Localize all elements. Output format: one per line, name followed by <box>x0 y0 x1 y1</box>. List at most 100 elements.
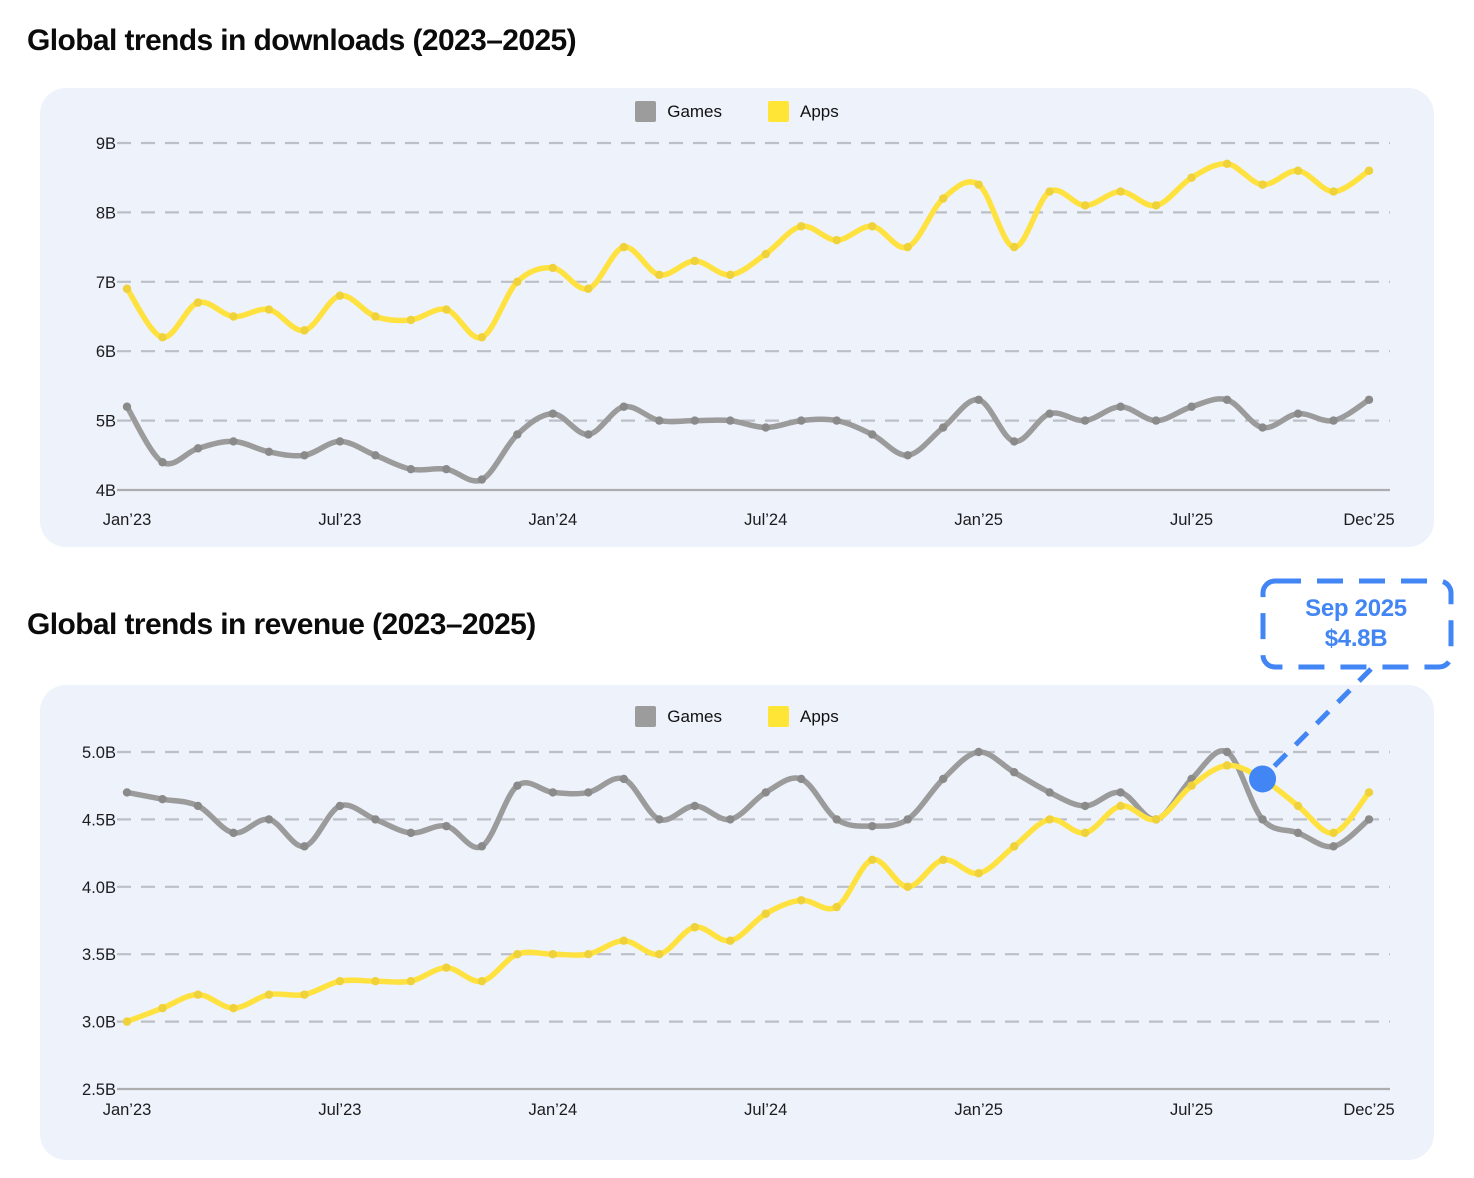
games-data-point <box>619 774 628 784</box>
apps-data-point <box>1293 166 1303 175</box>
apps-data-point <box>1258 774 1267 784</box>
downloads-chart-panel: 9B 8B 7B 6B 5B 4B Jan’23 Jul’23 Jan’24 Jul’24 Jan’… <box>40 88 1434 547</box>
apps-data-point <box>938 194 948 203</box>
games-data-point <box>726 815 735 824</box>
apps-data-point <box>513 950 522 959</box>
apps-data-point <box>122 1017 132 1026</box>
apps-data-point <box>1329 187 1338 196</box>
apps-data-point <box>1258 180 1267 189</box>
games-data-point <box>1116 788 1125 797</box>
annotation-month-label: Sep 2025 <box>1305 595 1407 622</box>
apps-data-point <box>974 869 983 878</box>
games-data-point <box>300 451 309 460</box>
games-data-point <box>548 409 558 418</box>
games-data-point <box>1080 801 1090 811</box>
games-data-point <box>1258 815 1267 824</box>
apps-data-point <box>726 270 735 280</box>
games-data-point <box>264 447 274 457</box>
apps-data-point <box>797 222 806 231</box>
games-data-point <box>1258 423 1267 432</box>
games-line <box>124 396 1372 484</box>
apps-data-point <box>1045 187 1054 196</box>
y-axis-tick-label: 3.5B <box>82 946 116 964</box>
games-data-point <box>868 821 877 831</box>
apps-data-point <box>193 298 203 307</box>
games-data-point <box>690 416 699 425</box>
games-data-point <box>690 801 699 811</box>
games-data-point <box>442 821 451 831</box>
apps-data-point <box>974 180 983 189</box>
apps-data-point <box>1151 201 1161 210</box>
apps-data-point <box>1222 761 1232 770</box>
games-data-point <box>761 788 770 797</box>
apps-data-point <box>1222 159 1232 169</box>
games-data-point <box>1116 402 1125 411</box>
games-data-point <box>513 781 522 790</box>
games-data-point <box>1151 416 1161 425</box>
games-data-point <box>158 458 167 467</box>
apps-data-point <box>264 305 274 314</box>
games-data-point <box>371 815 380 824</box>
games-data-point <box>300 842 309 851</box>
games-data-point <box>938 774 948 784</box>
games-data-point <box>371 451 380 460</box>
x-axis-tick-label: Jul’23 <box>318 1101 361 1119</box>
games-data-point <box>584 430 593 439</box>
games-data-point <box>655 416 664 425</box>
x-axis-tick-label: Jul’25 <box>1170 1101 1213 1119</box>
games-data-point <box>868 430 877 439</box>
apps-data-point <box>690 923 699 932</box>
y-axis-tick-label: 8B <box>96 204 116 222</box>
games-data-point <box>655 815 664 824</box>
y-axis-tick-label: 7B <box>96 274 116 292</box>
games-data-point <box>584 788 593 797</box>
apps-data-point <box>300 990 309 999</box>
apps-data-point <box>655 950 664 959</box>
games-data-point <box>406 828 416 838</box>
x-axis-tick-label: Jan’23 <box>103 511 152 529</box>
apps-data-point <box>832 902 841 912</box>
games-line <box>124 748 1372 851</box>
apps-data-point <box>406 315 416 325</box>
apps-data-point <box>193 990 203 999</box>
apps-data-point <box>1080 828 1090 838</box>
apps-data-point <box>513 277 522 286</box>
games-data-point <box>1009 437 1019 446</box>
games-data-point <box>974 747 983 757</box>
games-data-point <box>229 437 238 446</box>
games-data-point <box>335 437 345 446</box>
revenue-chart-title: Global trends in revenue (2023–2025) <box>27 608 536 641</box>
games-data-point <box>903 815 912 824</box>
x-axis-tick-label: Jul’25 <box>1170 511 1213 529</box>
y-axis-tick-label: 2.5B <box>82 1081 116 1099</box>
games-data-point <box>264 815 274 824</box>
games-data-point <box>761 423 770 432</box>
apps-data-point <box>584 284 593 293</box>
revenue-chart-panel: 5.0B 4.5B 4.0B 3.5B 3.0B 2.5B Jan’23 Jul’23 Jan’… <box>40 685 1434 1160</box>
apps-data-point <box>690 256 699 266</box>
apps-data-point <box>726 936 735 945</box>
games-data-point <box>1187 402 1196 411</box>
games-data-point <box>158 794 167 804</box>
apps-data-point <box>1080 201 1090 210</box>
y-axis-tick-label: 4.5B <box>82 811 116 829</box>
games-data-point <box>1080 416 1090 425</box>
games-data-point <box>832 815 841 824</box>
games-data-point <box>193 801 203 811</box>
x-axis-tick-label: Jan’25 <box>954 1101 1003 1119</box>
apps-data-point <box>938 855 948 865</box>
x-axis-tick-label: Dec’25 <box>1343 1101 1394 1119</box>
apps-data-point <box>903 242 912 252</box>
apps-data-point <box>1045 815 1054 824</box>
apps-data-point <box>832 235 841 245</box>
games-data-point <box>974 395 983 404</box>
apps-data-point <box>619 242 628 252</box>
apps-data-point <box>477 333 487 342</box>
y-axis-tick-label: 5.0B <box>82 744 116 762</box>
games-data-point <box>122 788 132 797</box>
apps-data-point <box>548 950 558 959</box>
games-data-point <box>193 444 203 453</box>
games-data-point <box>335 801 345 811</box>
apps-data-point <box>548 263 558 273</box>
y-axis-tick-label: 9B <box>96 135 116 153</box>
